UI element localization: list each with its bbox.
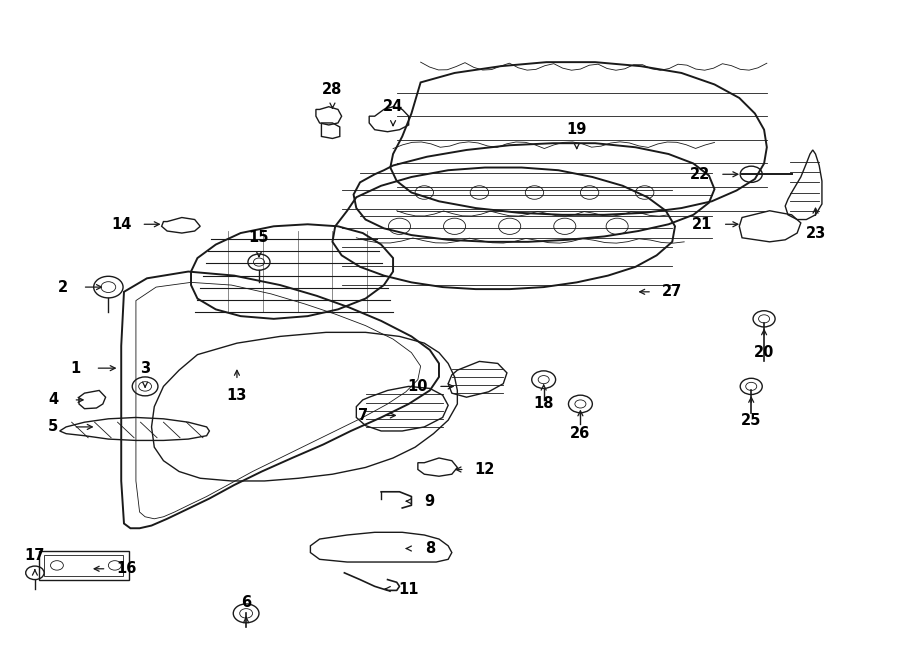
Text: 4: 4 xyxy=(49,393,58,407)
Text: 5: 5 xyxy=(48,420,58,434)
Text: 20: 20 xyxy=(754,345,774,360)
Text: 18: 18 xyxy=(534,397,554,412)
Text: 25: 25 xyxy=(741,412,761,428)
Text: 7: 7 xyxy=(357,408,368,423)
Text: 27: 27 xyxy=(662,284,682,299)
Text: 26: 26 xyxy=(571,426,590,441)
Text: 6: 6 xyxy=(241,595,251,610)
Text: 15: 15 xyxy=(248,230,269,246)
Text: 8: 8 xyxy=(425,541,435,556)
Text: 28: 28 xyxy=(322,81,343,97)
Text: 22: 22 xyxy=(689,167,710,182)
Text: 10: 10 xyxy=(408,379,428,394)
Text: 19: 19 xyxy=(566,122,587,137)
Text: 3: 3 xyxy=(140,361,150,375)
Bar xyxy=(44,555,123,575)
Text: 21: 21 xyxy=(692,216,713,232)
Text: 11: 11 xyxy=(399,581,418,596)
Text: 2: 2 xyxy=(58,279,68,295)
Text: 17: 17 xyxy=(24,547,45,563)
Text: 14: 14 xyxy=(111,216,131,232)
Text: 23: 23 xyxy=(806,226,825,240)
Text: 1: 1 xyxy=(70,361,80,375)
Bar xyxy=(39,551,129,580)
Text: 13: 13 xyxy=(227,388,248,402)
Text: 9: 9 xyxy=(425,494,435,508)
Text: 12: 12 xyxy=(474,462,495,477)
Text: 16: 16 xyxy=(116,561,137,577)
Text: 24: 24 xyxy=(382,99,403,115)
